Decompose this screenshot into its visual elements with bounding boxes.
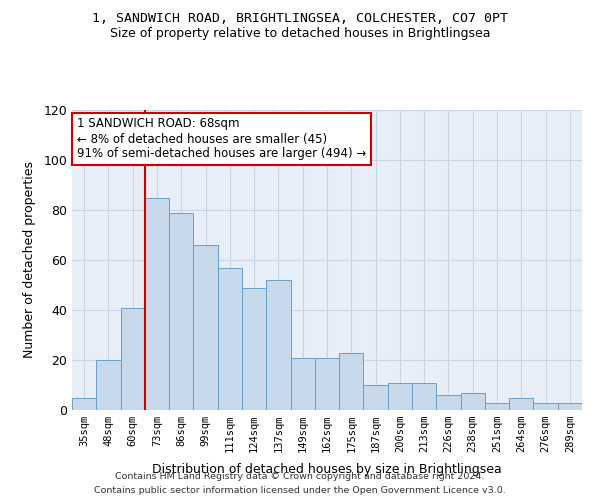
- Bar: [388, 382, 412, 410]
- Bar: [290, 358, 315, 410]
- Text: 1, SANDWICH ROAD, BRIGHTLINGSEA, COLCHESTER, CO7 0PT: 1, SANDWICH ROAD, BRIGHTLINGSEA, COLCHES…: [92, 12, 508, 26]
- Bar: [436, 395, 461, 410]
- Bar: [412, 382, 436, 410]
- Text: 1 SANDWICH ROAD: 68sqm
← 8% of detached houses are smaller (45)
91% of semi-deta: 1 SANDWICH ROAD: 68sqm ← 8% of detached …: [77, 118, 366, 160]
- Bar: [364, 385, 388, 410]
- Bar: [339, 352, 364, 410]
- Bar: [533, 402, 558, 410]
- Bar: [558, 402, 582, 410]
- Bar: [509, 398, 533, 410]
- Bar: [121, 308, 145, 410]
- Bar: [145, 198, 169, 410]
- Bar: [193, 245, 218, 410]
- Bar: [169, 212, 193, 410]
- Text: Contains HM Land Registry data © Crown copyright and database right 2024.: Contains HM Land Registry data © Crown c…: [115, 472, 485, 481]
- Y-axis label: Number of detached properties: Number of detached properties: [23, 162, 37, 358]
- Bar: [218, 268, 242, 410]
- Bar: [72, 398, 96, 410]
- Bar: [266, 280, 290, 410]
- X-axis label: Distribution of detached houses by size in Brightlingsea: Distribution of detached houses by size …: [152, 464, 502, 476]
- Bar: [242, 288, 266, 410]
- Bar: [461, 392, 485, 410]
- Bar: [315, 358, 339, 410]
- Text: Size of property relative to detached houses in Brightlingsea: Size of property relative to detached ho…: [110, 28, 490, 40]
- Bar: [485, 402, 509, 410]
- Bar: [96, 360, 121, 410]
- Text: Contains public sector information licensed under the Open Government Licence v3: Contains public sector information licen…: [94, 486, 506, 495]
